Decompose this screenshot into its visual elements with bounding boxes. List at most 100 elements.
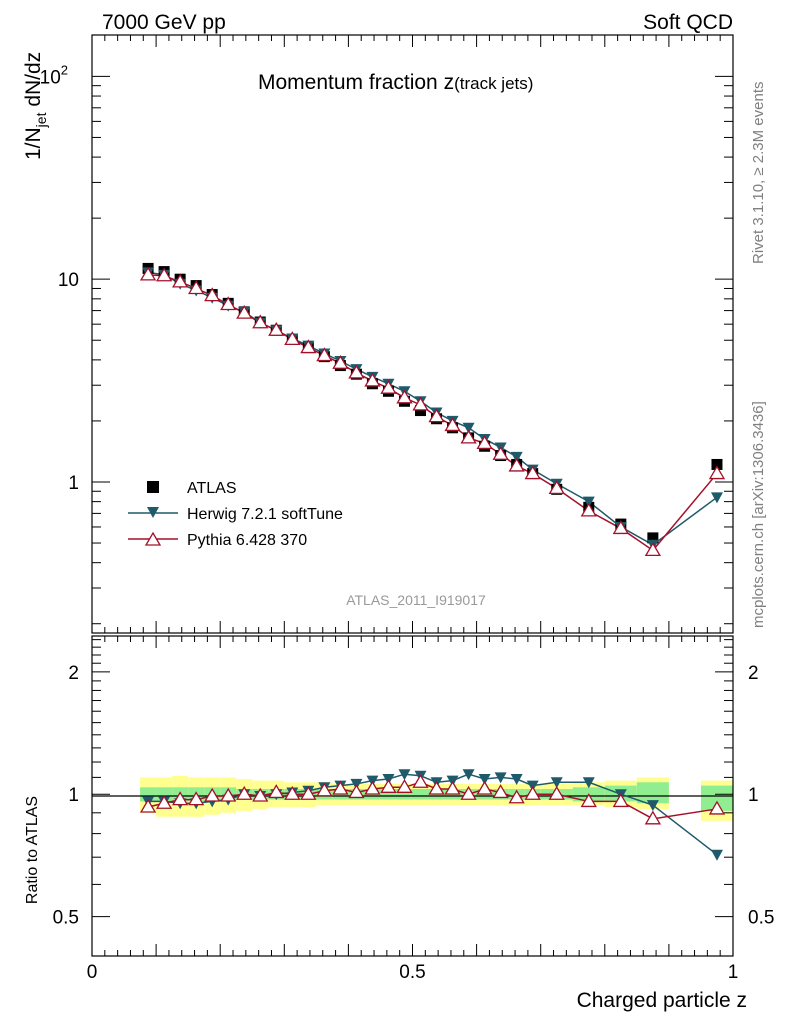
data-point-pythia [548,480,565,495]
data-point-herwig [582,496,595,508]
data-point-pythia [284,331,301,346]
ratio-y-tick-label: 1 [68,785,79,806]
data-point-pythia [332,780,349,795]
data-point-pythia [139,266,157,281]
ratio-y-tick-label-right: 1 [748,785,759,806]
legend: ATLAS Herwig 7.2.1 softTune Pythia 6.428… [128,480,343,549]
band-inner [380,788,397,800]
rivet-label: Rivet 3.1.10, ≥ 2.3M events [750,82,767,265]
analysis-watermark: ATLAS_2011_I919017 [346,592,486,608]
data-point-pythia [476,780,493,795]
main-frame [91,34,734,634]
energy-label: 7000 GeV pp [102,11,226,34]
data-point-pythia [364,372,381,387]
data-point-pythia [139,798,157,813]
data-point-pythia [364,780,381,795]
data-point-pythia [348,784,365,799]
data-point-pythia [428,408,445,423]
data-point-herwig [582,777,595,789]
ratio-y-tick-label: 0.5 [53,908,79,929]
ratio-y-tick-label-right: 2 [748,663,759,684]
data-point-pythia [348,364,365,379]
data-point-herwig [462,769,475,781]
ratio-panel: 0 0.5 1 0.5 0.5 1 1 2 2 Ratio to ATLAS Charged p… [24,635,774,1012]
data-point-pythia [316,782,333,797]
data-point-pythia [708,800,726,815]
data-point-pythia [300,785,317,800]
data-point-herwig [550,777,563,789]
data-point-herwig [478,774,491,786]
data-point-pythia [380,379,397,394]
data-point-pythia [396,389,413,404]
data-point-pythia [220,296,237,311]
y-tick-exponent: 2 [61,62,68,77]
legend-marker-herwig [147,507,159,518]
data-point-pythia [644,542,662,557]
data-point-pythia [428,780,445,795]
y-tick-label: 1 [68,473,79,494]
data-point-herwig [710,492,723,504]
main-series [139,262,726,557]
data-point-pythia [332,354,349,369]
ratio-series [139,769,726,861]
legend-label-herwig: Herwig 7.2.1 softTune [187,506,343,523]
ratio-frame [91,635,734,957]
data-point-pythia [252,314,269,329]
data-point-pythia [380,779,397,793]
data-point-pythia [268,321,285,336]
data-point-pythia [155,794,173,809]
data-point-pythia [252,787,269,802]
data-point-pythia [548,785,565,800]
data-point-pythia [412,396,429,411]
data-point-pythia [460,785,477,800]
mcplots-label: mcplots.cern.ch [arXiv:1306.3436] [750,401,767,628]
data-point-pythia [612,520,629,535]
ratio-y-tick-label-right: 0.5 [748,908,774,929]
band-inner [636,782,669,804]
data-point-pythia [444,780,461,795]
ratio-y-axis-label: Ratio to ATLAS [24,796,41,904]
data-point-pythia [188,791,205,806]
y-axis-label: 1/Njet dN/dz [22,52,49,160]
data-point-pythia [580,793,597,808]
data-point-herwig [494,772,507,784]
data-point-atlas [647,532,659,544]
legend-marker-atlas [147,481,159,493]
data-point-pythia [444,417,461,432]
legend-label-atlas: ATLAS [187,480,237,497]
data-point-herwig [510,774,523,786]
data-point-herwig [462,422,475,434]
data-point-pythia [708,465,726,480]
data-point-pythia [204,787,221,802]
x-axis-label: Charged particle z [577,989,747,1012]
data-point-herwig [398,769,411,781]
data-point-pythia [476,435,493,450]
legend-label-pythia: Pythia 6.428 370 [187,532,307,549]
data-point-pythia [188,280,205,295]
data-point-pythia [644,810,662,825]
data-point-herwig [646,800,659,812]
chart-title: Momentum fraction z(track jets) [258,71,533,94]
data-point-herwig [710,849,723,861]
data-point-pythia [492,445,509,460]
data-point-pythia [492,784,509,799]
data-point-pythia [268,784,285,799]
data-point-pythia [236,304,253,319]
ratio-y-tick-label: 2 [68,663,79,684]
x-tick-label: 0 [87,962,98,983]
legend-marker-pythia [144,531,162,546]
x-tick-label: 1 [728,962,739,983]
data-point-atlas [711,458,723,470]
data-point-pythia [236,785,253,800]
data-point-pythia [204,287,221,302]
data-point-pythia [508,789,525,804]
data-point-pythia [612,793,629,808]
data-point-pythia [155,267,173,282]
data-point-pythia [220,787,237,802]
data-point-pythia [300,339,317,354]
data-point-pythia [172,791,189,806]
data-point-herwig [510,451,523,463]
y-tick-label: 10 [58,270,79,291]
data-point-pythia [284,785,301,800]
